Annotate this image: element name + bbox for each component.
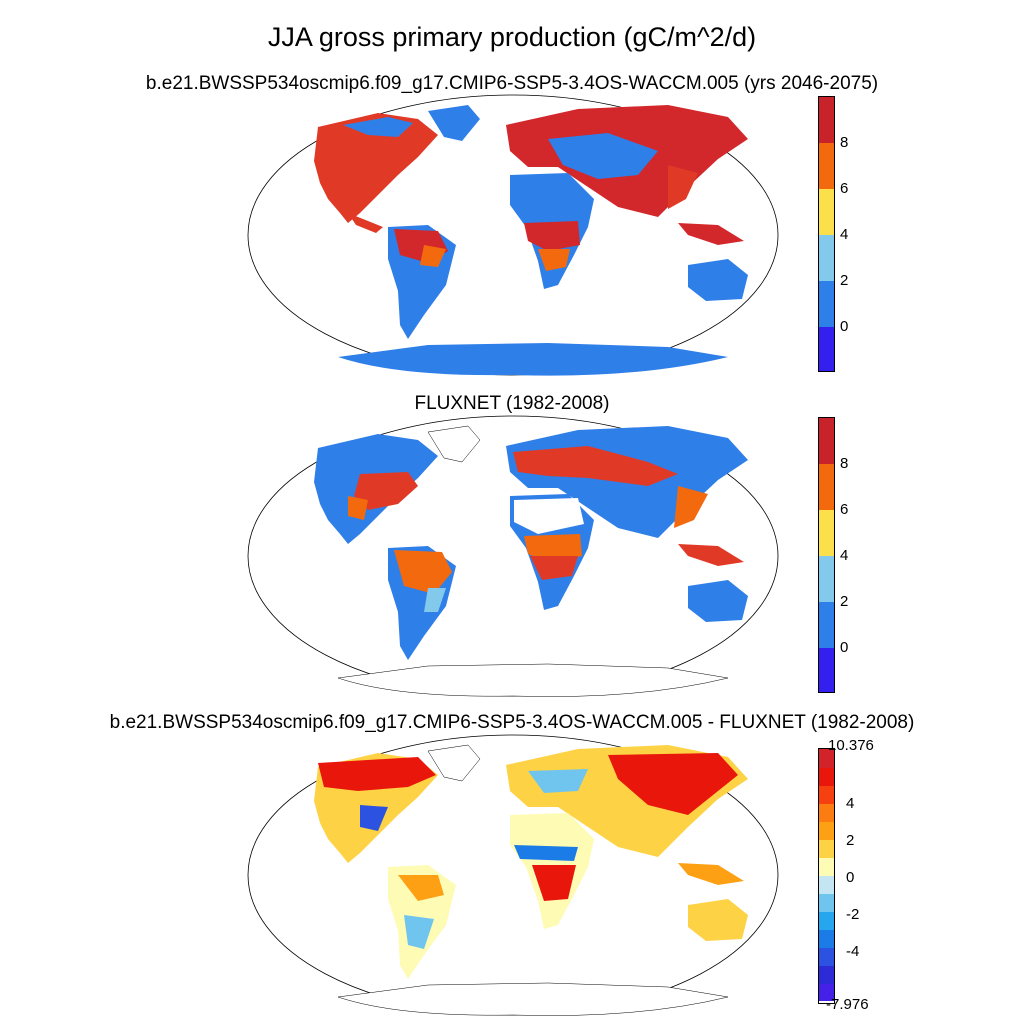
greenland-land [427, 744, 481, 782]
colorbar-swatch [819, 510, 834, 556]
colorbar-swatch [819, 749, 834, 768]
colorbar-swatch [819, 768, 834, 786]
colorbar-swatch [819, 97, 834, 143]
north-america-land [314, 113, 438, 223]
colorbar-swatch [819, 327, 834, 371]
colorbar-tick-label: -7.976 [826, 996, 869, 1013]
colorbar-swatch [819, 648, 834, 692]
panel-2-colorbar [818, 417, 835, 693]
colorbar-tick-label: 4 [846, 795, 855, 812]
colorbar-swatch [819, 189, 834, 235]
colorbar-swatch [819, 984, 834, 1001]
colorbar-tick-label: 2 [840, 593, 849, 610]
colorbar-swatch [819, 858, 834, 876]
colorbar-tick-label: 10.376 [828, 737, 874, 754]
panel-3-title: b.e21.BWSSP534oscmip6.f09_g17.CMIP6-SSP5… [109, 712, 915, 733]
panel-3-colorbar [818, 748, 835, 1004]
colorbar-tick-label: 4 [840, 547, 849, 564]
colorbar-tick-label: -2 [846, 906, 860, 923]
colorbar-tick-label: 0 [840, 318, 849, 335]
antarctica-land [337, 982, 729, 1016]
colorbar-tick-label: 6 [840, 501, 849, 518]
australia-land [688, 259, 748, 301]
colorbar-tick-label: 0 [846, 869, 855, 886]
greenland-land [427, 425, 481, 463]
panel-3-map [247, 734, 779, 1016]
greenland-land [428, 105, 480, 141]
colorbar-swatch [819, 876, 834, 894]
panel-2-title: FLUXNET (1982-2008) [414, 393, 610, 414]
panel-2-map [247, 415, 779, 697]
colorbar-swatch [819, 948, 834, 966]
colorbar-tick-label: 2 [840, 272, 849, 289]
colorbar-tick-label: -4 [846, 943, 860, 960]
colorbar-tick-label: 4 [840, 226, 849, 243]
colorbar-swatch [819, 281, 834, 327]
antarctica-land [338, 343, 728, 376]
antarctica-land [337, 663, 729, 697]
panel-1-title: b.e21.BWSSP534oscmip6.f09_g17.CMIP6-SSP5… [145, 73, 879, 94]
colorbar-swatch [819, 804, 834, 822]
colorbar-tick-label: 0 [840, 639, 849, 656]
colorbar-swatch [819, 894, 834, 912]
figure-title: JJA gross primary production (gC/m^2/d) [267, 22, 757, 52]
colorbar-tick-label: 6 [840, 180, 849, 197]
australia-land [688, 899, 748, 941]
colorbar-swatch [819, 912, 834, 930]
colorbar-swatch [819, 786, 834, 804]
colorbar-swatch [819, 822, 834, 840]
colorbar-swatch [819, 235, 834, 281]
colorbar-swatch [819, 966, 834, 984]
colorbar-swatch [819, 556, 834, 602]
colorbar-swatch [819, 464, 834, 510]
colorbar-tick-label: 8 [840, 455, 849, 472]
colorbar-tick-label: 8 [840, 134, 849, 151]
colorbar-swatch [819, 418, 834, 464]
colorbar-swatch [819, 143, 834, 189]
panel-1-map [247, 94, 779, 376]
colorbar-swatch [819, 602, 834, 648]
colorbar-swatch [819, 930, 834, 948]
panel-1-colorbar [818, 96, 835, 372]
colorbar-tick-label: 2 [846, 832, 855, 849]
australia-land [688, 580, 748, 622]
colorbar-swatch [819, 840, 834, 858]
